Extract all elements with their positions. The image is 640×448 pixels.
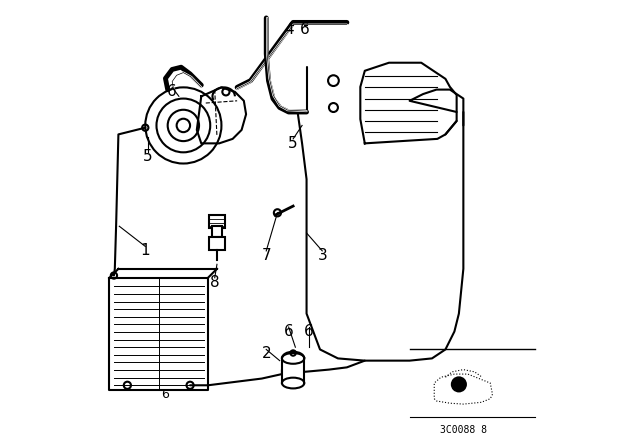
Text: 6: 6 <box>167 84 177 99</box>
Text: 4: 4 <box>284 22 294 37</box>
Text: 5: 5 <box>143 149 152 164</box>
Text: 6: 6 <box>300 22 309 37</box>
Text: 3: 3 <box>317 248 327 263</box>
Circle shape <box>451 376 467 392</box>
FancyBboxPatch shape <box>212 226 222 237</box>
Text: 6: 6 <box>161 388 170 401</box>
Text: 8: 8 <box>210 275 220 290</box>
Text: 1: 1 <box>140 243 150 258</box>
Text: 6: 6 <box>304 324 314 339</box>
FancyBboxPatch shape <box>209 237 225 250</box>
Text: 7: 7 <box>261 248 271 263</box>
Text: 5: 5 <box>288 136 298 151</box>
Text: 6: 6 <box>284 324 294 339</box>
Text: 3C0088 8: 3C0088 8 <box>440 425 487 435</box>
Text: 2: 2 <box>261 346 271 362</box>
FancyBboxPatch shape <box>209 215 225 228</box>
